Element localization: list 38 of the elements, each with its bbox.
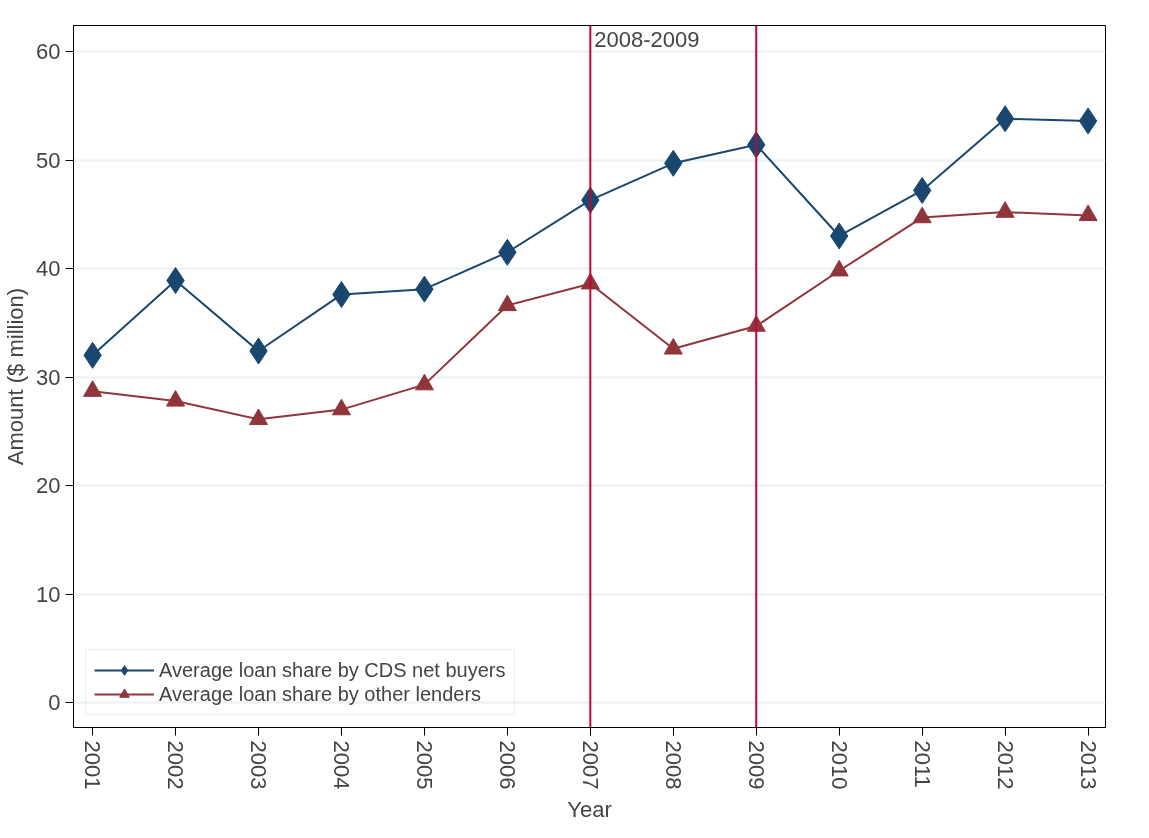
point (331, 398, 351, 416)
x-tick-label: 2009 (743, 740, 769, 790)
point (414, 373, 434, 391)
x-tick-label: 2012 (992, 740, 1018, 790)
point (1078, 204, 1098, 222)
point (912, 206, 932, 224)
x-tick-label: 2002 (163, 740, 189, 790)
point (166, 390, 186, 407)
x-tick-label: 2011 (909, 740, 935, 788)
annotation: 2008-2009 (594, 26, 700, 52)
y-tick-label: 50 (36, 147, 61, 173)
x-tick-label: 2005 (411, 740, 437, 790)
y-tick-label: 20 (36, 473, 61, 499)
x-tick-label: 2008 (660, 740, 686, 790)
legend-label: Average loan share by other lenders (159, 682, 482, 706)
x-tick-label: 2006 (494, 740, 520, 790)
x-axis-title: Year (567, 797, 612, 823)
x-tick-label: 2010 (826, 740, 852, 790)
x-tick-label: 2001 (80, 740, 106, 790)
point (995, 201, 1015, 218)
y-axis-title: Amount ($ million) (3, 287, 29, 466)
x-tick-label: 2003 (246, 740, 271, 790)
point (829, 259, 849, 277)
x-tick-label: 2007 (577, 740, 603, 790)
legend-label: Average loan share by CDS net buyers (159, 658, 506, 682)
point (83, 380, 103, 397)
y-tick-label: 10 (36, 581, 61, 607)
point (497, 294, 517, 312)
y-tick-label: 30 (36, 364, 61, 390)
point (249, 408, 268, 426)
point (995, 105, 1015, 133)
point (663, 337, 683, 355)
y-tick-label: 0 (48, 690, 61, 716)
x-tick-label: 2004 (328, 740, 354, 790)
y-tick-label: 40 (36, 256, 61, 282)
y-tick-label: 60 (36, 39, 61, 65)
x-tick-label: 2013 (1075, 740, 1101, 790)
point (1078, 107, 1098, 135)
